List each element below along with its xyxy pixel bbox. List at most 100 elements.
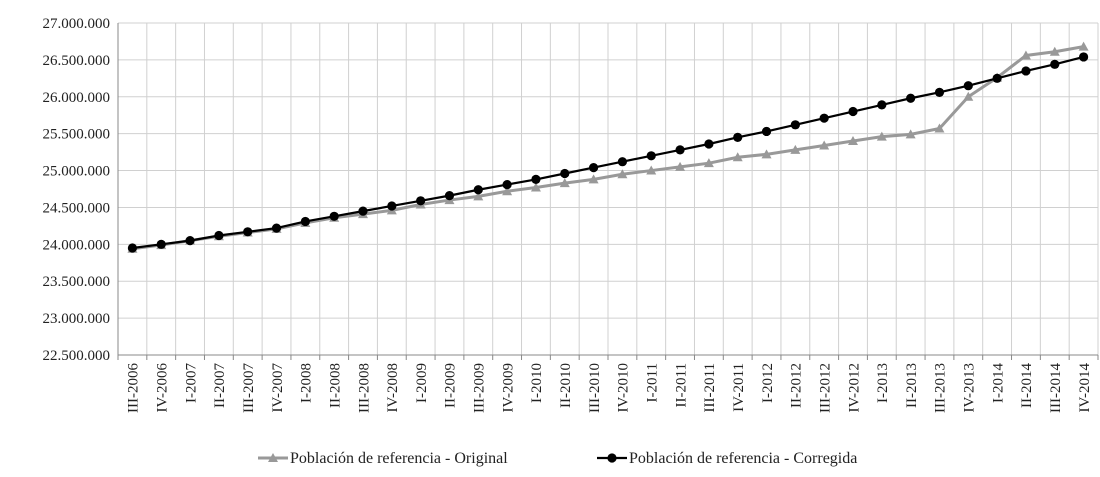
x-tick-label: III-2007 [241,363,257,413]
data-point-circle [329,211,339,221]
data-point-circle [1050,59,1060,69]
y-axis: 22.500.000 23.000.000 23.500.000 24.000.000… [43,16,119,364]
data-point-circle [560,168,570,179]
x-tick-label: I-2012 [760,363,776,403]
data-point-circle [156,239,166,249]
data-point-circle [300,216,310,227]
data-point-circle [444,191,455,201]
data-point-circle [588,163,599,173]
x-tick-label: II-2007 [212,363,228,408]
y-tick-label: 25.000.000 [43,164,111,180]
data-point-circle [877,100,887,110]
data-point-circle [790,120,800,130]
data-point-triangle [502,186,513,196]
data-point-triangle [617,169,628,179]
x-tick-label: I-2007 [183,363,199,403]
series-group [127,41,1089,253]
y-tick-label: 26.500.000 [43,53,111,69]
data-point-triangle [646,165,657,175]
data-point-circle [646,151,656,161]
x-tick-label: II-2008 [327,363,343,408]
x-tick-label: II-2012 [789,363,805,408]
x-tick-label: III-2011 [702,363,718,412]
data-point-circle [531,174,541,185]
legend-marker-circle [607,453,617,463]
x-tick-label: I-2014 [990,363,1006,403]
x-tick-label: I-2013 [875,363,891,403]
y-tick-label: 23.500.000 [43,274,111,290]
data-point-circle [819,113,829,123]
x-tick-label: III-2006 [126,363,142,413]
data-point-circle [502,179,512,190]
data-point-circle [963,81,973,91]
y-tick-label: 24.500.000 [43,200,111,216]
data-point-triangle [761,149,772,159]
x-tick-label: III-2012 [817,363,833,413]
data-point-circle [271,223,282,233]
x-tick-label: I-2009 [414,363,430,403]
x-tick-label: III-2009 [472,363,488,413]
data-point-triangle [703,158,714,168]
x-tick-label: II-2013 [904,363,920,408]
data-point-triangle [1020,50,1031,60]
legend: Población de referencia - Original Poblac… [258,450,857,467]
x-tick-label: III-2014 [1048,363,1064,413]
data-point-triangle [905,129,916,139]
x-tick-label: IV-2011 [731,363,747,412]
x-tick-label: IV-2009 [500,363,516,412]
y-tick-label: 25.500.000 [43,127,111,143]
data-point-triangle [963,91,974,101]
x-tick-label: II-2011 [673,363,689,407]
data-point-triangle [559,178,570,188]
x-tick-label: II-2014 [1019,363,1035,408]
data-point-triangle [675,161,686,171]
y-tick-label: 26.000.000 [43,90,111,106]
data-point-circle [416,196,426,206]
series-line [132,55,1084,250]
x-tick-label: IV-2006 [154,363,170,413]
data-point-circle [704,139,714,149]
x-tick-label: I-2010 [529,363,545,403]
legend-label: Población de referencia - Original [290,450,508,467]
data-point-triangle [473,191,484,201]
legend-marker-triangle [268,453,278,462]
data-point-circle [761,126,772,137]
data-point-triangle [819,140,830,150]
x-tick-label: III-2013 [933,363,949,413]
data-point-triangle [732,152,743,162]
data-point-triangle [530,182,541,192]
data-point-circle [992,73,1002,83]
data-point-circle [1078,52,1089,62]
data-point-circle [358,206,368,216]
y-tick-label: 27.000.000 [43,16,111,32]
data-point-circle [243,227,253,237]
data-point-circle [617,157,628,167]
data-point-triangle [1049,46,1060,56]
data-point-circle [675,145,685,155]
data-point-triangle [848,136,858,146]
data-point-circle [1021,66,1031,76]
data-point-circle [127,243,138,253]
data-point-circle [934,87,945,97]
data-point-circle [185,236,195,246]
data-point-triangle [934,123,945,133]
legend-label: Población de referencia - Corregida [629,450,857,467]
x-tick-label: III-2010 [587,363,603,413]
x-tick-label: II-2010 [558,363,574,408]
data-point-triangle [588,174,599,184]
data-point-triangle [790,144,801,154]
grid [117,22,1099,356]
y-tick-label: 23.000.000 [43,311,111,327]
data-point-triangle [876,131,887,141]
x-tick-label: IV-2010 [616,363,632,412]
data-point-circle [473,185,483,195]
data-point-circle [733,132,743,142]
data-point-circle [387,201,397,211]
x-tick-label: IV-2008 [385,363,401,412]
x-tick-label: IV-2014 [1077,363,1093,413]
x-tick-label: I-2008 [299,363,315,403]
x-tick-label: IV-2007 [270,363,286,413]
x-tick-label: I-2011 [644,363,660,402]
